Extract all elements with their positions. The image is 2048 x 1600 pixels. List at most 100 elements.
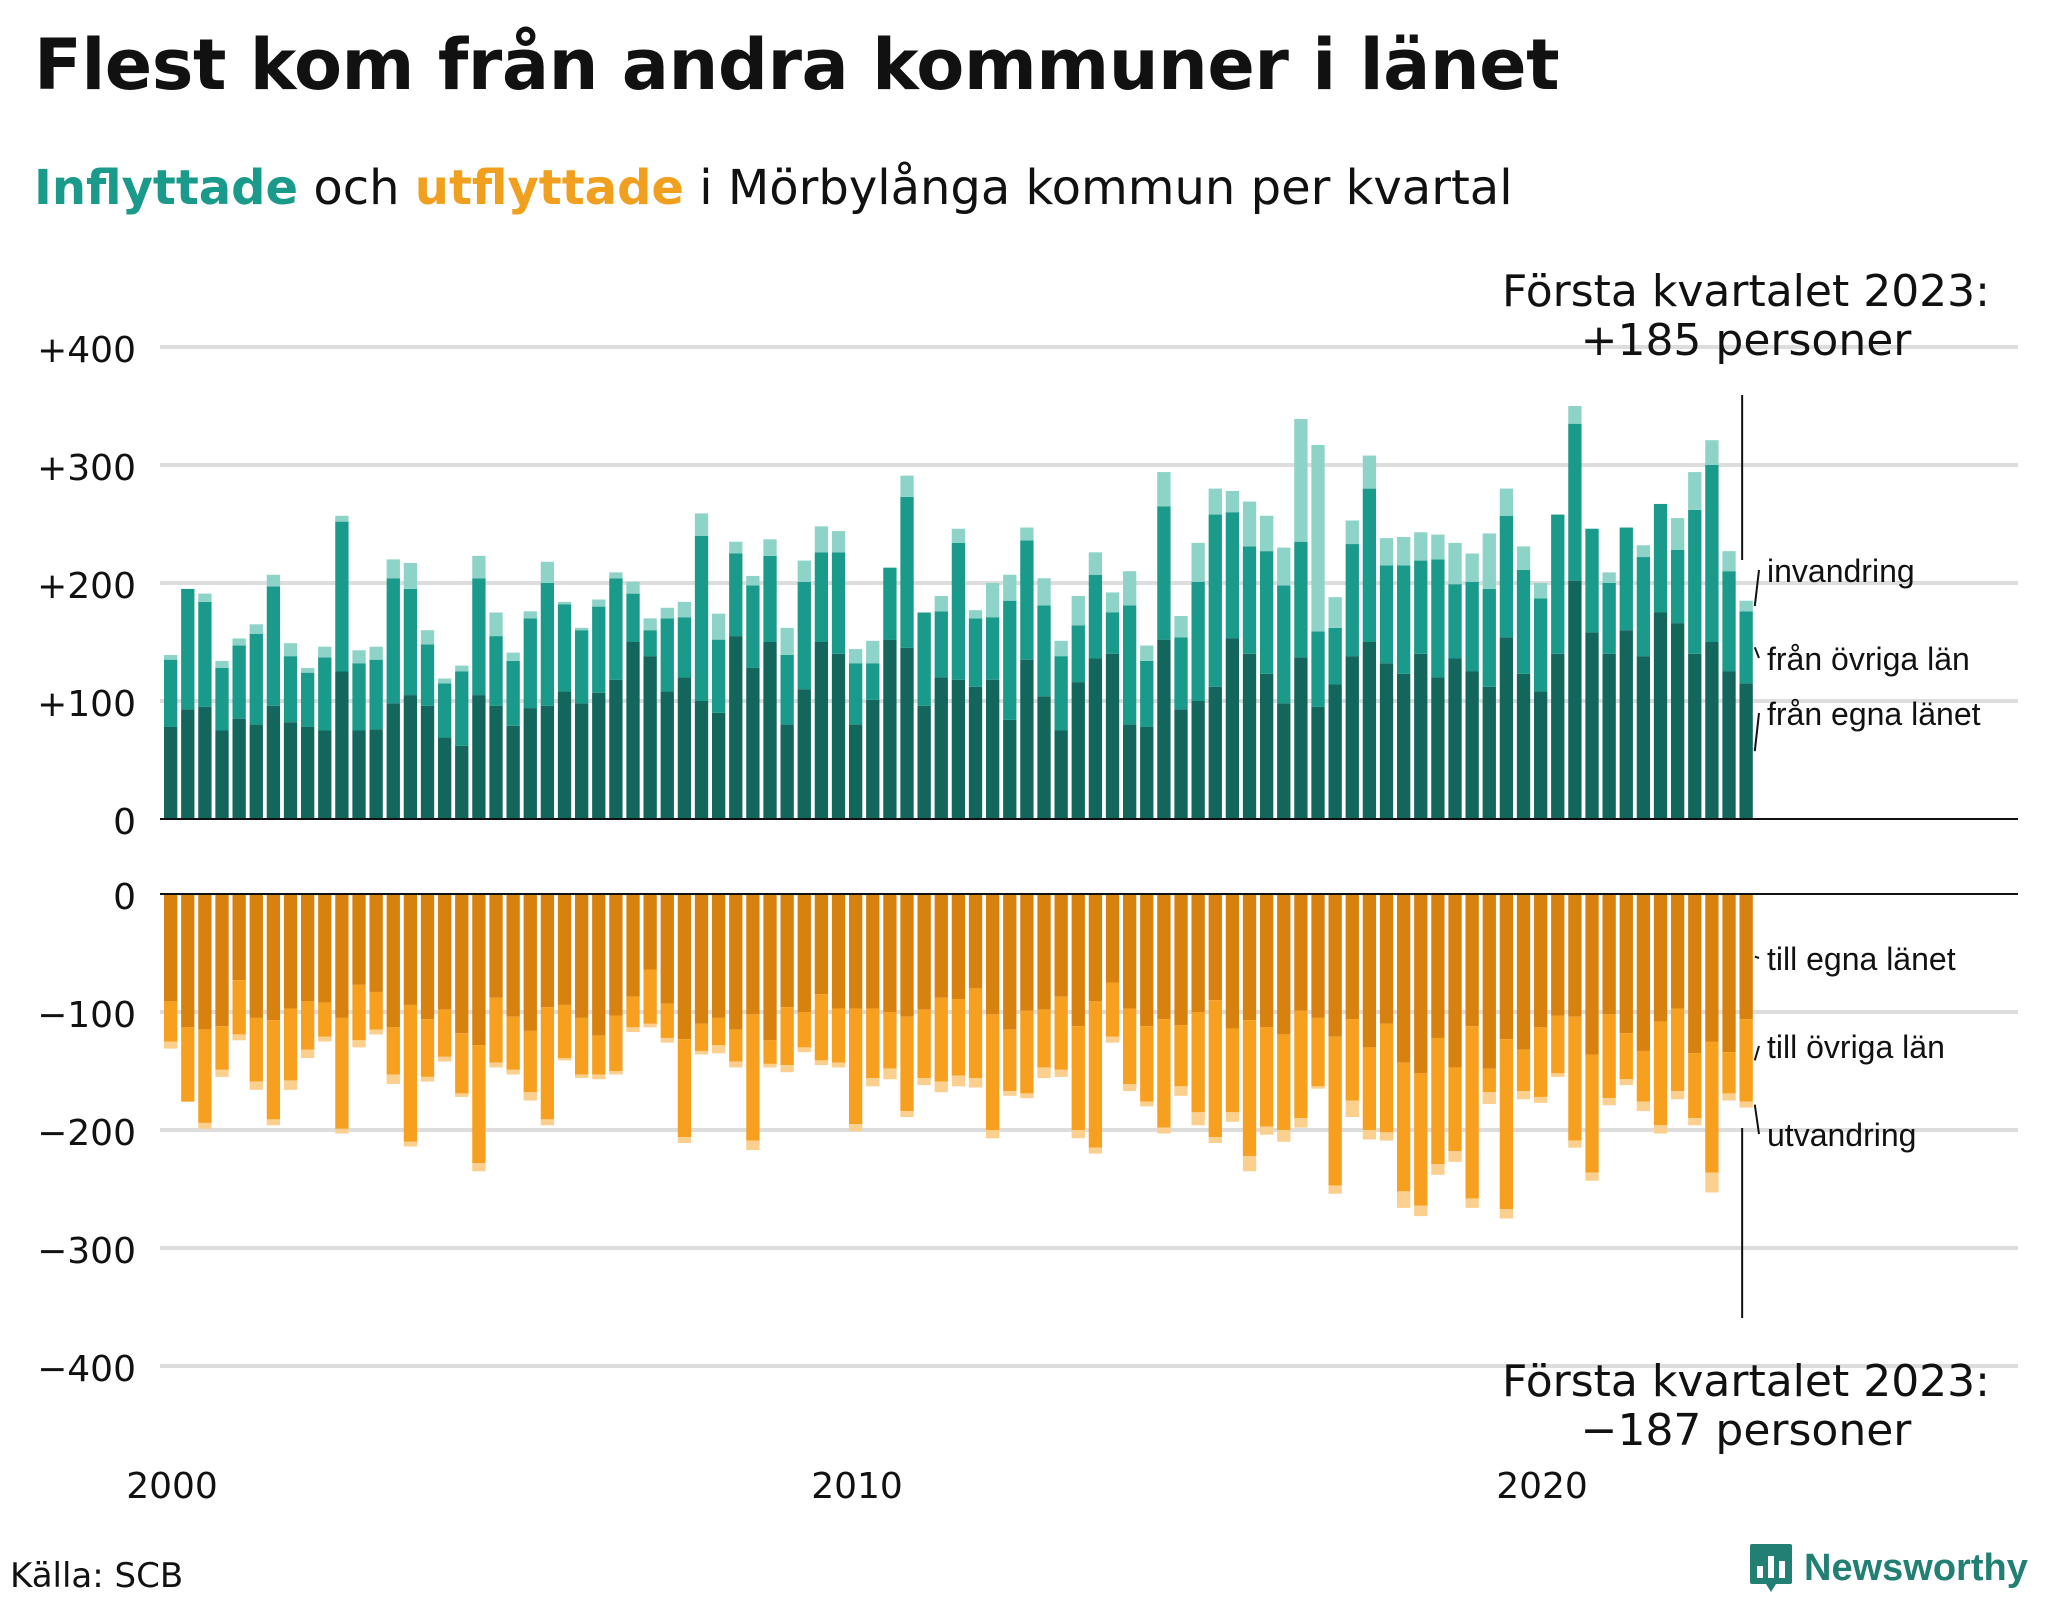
bar-in-2 [472, 555, 486, 579]
bar-in-0 [968, 686, 983, 819]
newsworthy-logo[interactable]: Newsworthy [1748, 1542, 2028, 1594]
bar-out-0 [1054, 894, 1068, 997]
bar-out-2 [849, 1124, 863, 1132]
bar-in-0 [1568, 580, 1582, 819]
bar-out-1 [1328, 1036, 1342, 1186]
bar-out-0 [866, 894, 880, 1009]
bar-in-1 [968, 618, 983, 687]
bar-out-2 [1568, 1140, 1582, 1148]
bar-out-0 [626, 894, 640, 997]
bar-out-2 [814, 1060, 829, 1066]
bar-in-0 [934, 677, 948, 819]
bar-out-0 [403, 894, 418, 1005]
bar-out-1 [1105, 982, 1120, 1037]
bar-out-1 [1636, 1050, 1651, 1102]
bar-out-1 [934, 997, 948, 1082]
bar-out-0 [831, 894, 846, 1009]
bar-in-2 [1482, 533, 1496, 589]
bar-in-0 [1739, 683, 1753, 819]
bar-in-2 [523, 611, 537, 619]
bar-in-1 [369, 659, 383, 730]
bar-in-2 [1088, 552, 1103, 575]
bar-out-0 [780, 894, 794, 1008]
bar-out-1 [523, 1030, 537, 1093]
bar-in-1 [1140, 660, 1154, 727]
bar-in-1 [814, 552, 829, 642]
bar-out-1 [951, 999, 966, 1076]
bar-in-2 [677, 601, 692, 618]
bar-in-1 [763, 555, 777, 642]
bar-in-2 [1208, 488, 1222, 515]
bar-out-1 [472, 1045, 486, 1164]
bar-out-1 [301, 1001, 315, 1050]
bar-in-1 [1277, 585, 1291, 704]
bar-in-2 [763, 539, 777, 556]
bar-out-0 [1071, 894, 1085, 1027]
bar-in-1 [831, 552, 846, 654]
bar-out-0 [283, 894, 298, 1009]
bar-out-1 [1619, 1033, 1633, 1080]
bar-out-0 [386, 894, 400, 1028]
chart-subtitle: Inflyttade och utflyttade i Mörbylånga k… [34, 160, 1513, 216]
callout-line-out [1753, 1045, 1760, 1061]
bar-out-1 [746, 1014, 760, 1141]
bar-out-0 [164, 894, 178, 1002]
bar-out-0 [712, 894, 726, 1018]
bar-out-2 [557, 1058, 572, 1061]
bar-in-1 [1379, 565, 1394, 664]
bar-in-1 [1705, 465, 1719, 642]
bar-out-2 [1722, 1093, 1736, 1101]
bar-in-2 [660, 607, 674, 619]
bar-out-0 [1105, 894, 1120, 983]
bar-in-2 [232, 638, 246, 646]
bar-in-0 [1208, 686, 1222, 819]
callout-label-in: från övriga län [1767, 641, 1970, 677]
bar-out-0 [1465, 894, 1479, 1027]
bar-in-0 [1414, 653, 1428, 819]
bar-out-0 [1448, 894, 1462, 1068]
bar-out-1 [232, 980, 246, 1035]
bar-out-2 [917, 1078, 931, 1086]
bar-out-1 [1653, 1021, 1668, 1126]
bar-in-0 [677, 677, 692, 819]
bar-out-2 [1054, 1069, 1068, 1077]
bar-in-1 [883, 567, 897, 640]
bar-in-2 [814, 526, 829, 553]
bar-out-2 [1123, 1083, 1137, 1092]
bar-in-1 [1345, 544, 1359, 657]
bar-out-1 [660, 1003, 674, 1038]
bar-out-1 [403, 1004, 418, 1142]
bar-out-2 [1602, 1098, 1616, 1106]
bar-in-0 [1157, 639, 1171, 819]
bar-out-2 [506, 1069, 520, 1075]
bar-out-0 [951, 894, 966, 1000]
bar-out-0 [198, 894, 212, 1030]
bar-out-2 [215, 1069, 229, 1077]
bar-in-1 [917, 612, 931, 706]
bar-out-1 [318, 1002, 332, 1037]
callout-label-out: till egna länet [1767, 941, 1956, 977]
x-tick-label: 2020 [1496, 1466, 1588, 1500]
bar-out-0 [506, 894, 520, 1017]
bar-in-1 [575, 630, 589, 704]
y-tick-label-bottom: −200 [37, 1113, 136, 1154]
bar-in-2 [1414, 532, 1428, 561]
bar-in-1 [198, 601, 212, 707]
bar-in-2 [1397, 536, 1411, 566]
bar-out-2 [1653, 1125, 1668, 1134]
bar-in-2 [1431, 534, 1445, 560]
bar-in-1 [1431, 559, 1445, 678]
bar-in-2 [609, 572, 623, 579]
utflyttade-bars [164, 894, 1753, 1219]
bar-out-2 [900, 1111, 914, 1118]
bar-in-1 [1157, 506, 1171, 640]
bar-out-1 [198, 1029, 212, 1123]
bar-out-0 [1379, 894, 1394, 1024]
bar-out-2 [1688, 1118, 1702, 1126]
bar-in-2 [592, 599, 606, 607]
bar-in-0 [831, 653, 846, 819]
bar-out-1 [1705, 1041, 1719, 1173]
bar-in-2 [301, 667, 315, 673]
bar-out-2 [831, 1062, 846, 1068]
bar-in-0 [420, 705, 435, 819]
